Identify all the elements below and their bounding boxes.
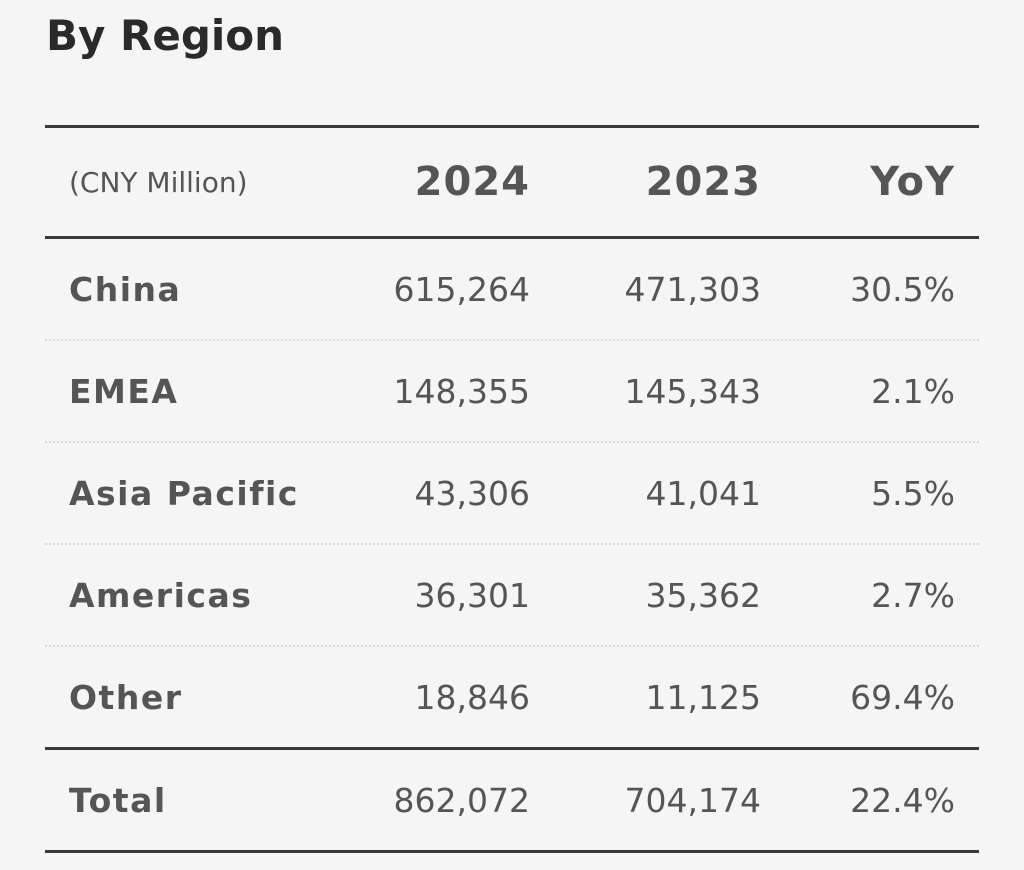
cell-2024: 36,301	[414, 575, 530, 615]
table-row-total: Total 862,072 704,174 22.4%	[45, 750, 979, 853]
row-label: EMEA	[69, 371, 179, 411]
cell-2023: 11,125	[645, 677, 761, 717]
cell-2024: 43,306	[414, 473, 530, 513]
cell-2024: 615,264	[393, 269, 530, 309]
table-row-china: China 615,264 471,303 30.5%	[45, 239, 979, 341]
table-row-emea: EMEA 148,355 145,343 2.1%	[45, 341, 979, 443]
column-header-2023: 2023	[645, 159, 761, 205]
cell-yoy: 5.5%	[871, 473, 955, 513]
table-header-row: (CNY Million) 2024 2023 YoY	[45, 128, 979, 239]
table-row-other: Other 18,846 11,125 69.4%	[45, 647, 979, 750]
cell-2024: 148,355	[393, 371, 530, 411]
row-label: China	[69, 269, 182, 309]
cell-yoy: 2.1%	[871, 371, 955, 411]
cell-2023: 35,362	[645, 575, 761, 615]
cell-2023: 41,041	[645, 473, 761, 513]
unit-label: (CNY Million)	[69, 165, 248, 199]
page-title: By Region	[46, 11, 285, 60]
cell-yoy: 69.4%	[850, 677, 955, 717]
row-label: Americas	[69, 575, 253, 615]
row-label: Asia Pacific	[69, 473, 299, 513]
cell-2023: 145,343	[624, 371, 761, 411]
cell-2024: 862,072	[393, 780, 530, 820]
cell-yoy: 30.5%	[850, 269, 955, 309]
column-header-yoy: YoY	[870, 159, 955, 205]
cell-2024: 18,846	[414, 677, 530, 717]
table-row-americas: Americas 36,301 35,362 2.7%	[45, 545, 979, 647]
cell-2023: 471,303	[624, 269, 761, 309]
table-top-rule	[45, 125, 979, 128]
region-table: (CNY Million) 2024 2023 YoY China 615,26…	[45, 125, 979, 853]
row-label: Total	[69, 780, 167, 820]
cell-yoy: 22.4%	[850, 780, 955, 820]
column-header-2024: 2024	[414, 159, 530, 205]
cell-yoy: 2.7%	[871, 575, 955, 615]
cell-2023: 704,174	[624, 780, 761, 820]
table-row-asia-pacific: Asia Pacific 43,306 41,041 5.5%	[45, 443, 979, 545]
row-label: Other	[69, 677, 183, 717]
